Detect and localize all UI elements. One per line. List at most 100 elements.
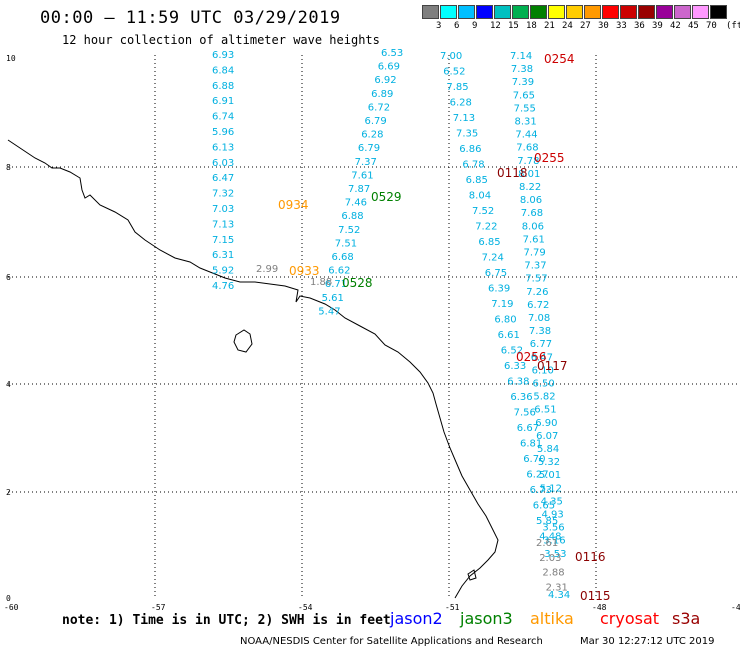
- x-tick-label: -45: [731, 603, 740, 612]
- x-tick-label: -48: [592, 603, 607, 612]
- satellite-name: jason3: [460, 609, 513, 628]
- legend-swatch: [620, 5, 637, 19]
- y-tick-label: 10: [6, 54, 16, 63]
- wave-height-value: 6.81: [520, 439, 542, 450]
- wave-height-value: 6.79: [365, 116, 387, 127]
- wave-height-value: 7.79: [524, 248, 546, 259]
- island-small: [467, 569, 477, 581]
- wave-height-value: 6.90: [535, 418, 557, 429]
- footer-timestamp: Mar 30 12:27:12 UTC 2019: [580, 636, 715, 647]
- wave-height-value: 8.06: [522, 221, 544, 232]
- pass-time-label: 0529: [371, 190, 402, 204]
- wave-height-value: 5.82: [533, 392, 555, 403]
- wave-height-value: 5.12: [540, 483, 562, 494]
- wave-height-value: 8.31: [515, 117, 537, 128]
- wave-height-value: 5.61: [322, 293, 344, 304]
- legend-swatch: [584, 5, 601, 19]
- wave-height-value: 7.38: [529, 326, 551, 337]
- legend-swatch: [548, 5, 565, 19]
- pass-time-label: 0118: [497, 166, 528, 180]
- legend-label: 27: [580, 21, 591, 31]
- wave-height-value: 7.37: [524, 261, 546, 272]
- wave-height-value: 7.26: [526, 287, 548, 298]
- wave-height-value: 6.53: [381, 48, 403, 59]
- wave-height-value: 7.78: [517, 156, 539, 167]
- page-title: 00:00 – 11:59 UTC 03/29/2019: [40, 8, 341, 28]
- wave-height-value: 6.28: [361, 130, 383, 141]
- legend-label: 42: [670, 21, 681, 31]
- wave-height-value: 7.15: [212, 235, 234, 246]
- page-subtitle: 12 hour collection of altimeter wave hei…: [62, 33, 380, 47]
- wave-height-value: 2.03: [539, 553, 561, 564]
- wave-height-value: 7.65: [513, 90, 535, 101]
- legend-label: 70: [706, 21, 717, 31]
- legend-swatch: [422, 5, 439, 19]
- wave-height-value: 7.19: [491, 299, 513, 310]
- pass-time-label: 0254: [544, 52, 575, 66]
- wave-height-value: 7.08: [528, 313, 550, 324]
- wave-height-value: 6.47: [212, 173, 234, 184]
- wave-height-value: 6.31: [212, 250, 234, 261]
- pass-time-label: 0528: [342, 276, 373, 290]
- altimeter-tracks: 6.93 6.84 6.88 6.91 6.74 5.96 6.13 6.03 6.47 7.32…: [212, 48, 570, 601]
- wave-height-value: 3.16: [543, 536, 565, 547]
- wave-height-value: 6.74: [212, 112, 234, 123]
- legend-swatch: [440, 5, 457, 19]
- wave-height-value: 6.91: [212, 96, 234, 107]
- wave-height-value: 7.24: [482, 253, 504, 264]
- wave-height-value: 5.32: [538, 457, 560, 468]
- wave-height-value: 6.62: [328, 266, 350, 277]
- wave-height-value: 6.71: [325, 279, 347, 290]
- legend-label: 15: [508, 21, 519, 31]
- satellite-name: s3a: [672, 609, 701, 628]
- wave-height-value: 6.72: [368, 102, 390, 113]
- wave-height-value: 6.38: [507, 377, 529, 388]
- legend-label: 33: [616, 21, 627, 31]
- wave-height-value: 6.80: [494, 315, 516, 326]
- wave-height-value: 2.61: [536, 538, 558, 549]
- lat-lon-grid: [8, 55, 740, 598]
- wave-height-value: 7.87: [348, 184, 370, 195]
- wave-height-value: 6.85: [478, 237, 500, 248]
- wave-height-value: 7.52: [472, 206, 494, 217]
- wave-height-value: 2.88: [542, 568, 564, 579]
- pass-time-label: 0934: [278, 198, 309, 212]
- y-tick-label: 8: [6, 163, 11, 172]
- wave-height-value: 6.85: [466, 175, 488, 186]
- legend-swatch: [710, 5, 727, 19]
- wave-height-value: 6.72: [527, 300, 549, 311]
- wave-height-value: 6.61: [498, 330, 520, 341]
- wave-height-value: 8.04: [469, 191, 491, 202]
- wave-height-value: 6.51: [534, 405, 556, 416]
- wave-height-value: 6.70: [523, 454, 545, 465]
- legend-label: 6: [454, 21, 460, 31]
- wave-height-value: 4.35: [541, 496, 563, 507]
- wave-height-value: 8.22: [519, 182, 541, 193]
- satellite-name: cryosat: [600, 609, 660, 628]
- color-scale-legend: [422, 5, 728, 19]
- wave-height-value: 4.93: [542, 510, 564, 521]
- wave-height-value: 8.01: [518, 169, 540, 180]
- wave-height-value: 6.50: [533, 379, 555, 390]
- wave-height-value: 6.36: [510, 392, 532, 403]
- wave-height-value: 7.68: [516, 143, 538, 154]
- x-tick-label: -51: [445, 603, 460, 612]
- wave-height-value: 6.69: [378, 62, 400, 73]
- wave-height-value: 6.67: [517, 423, 539, 434]
- wave-height-value: 7.85: [446, 82, 468, 93]
- legend-swatch: [494, 5, 511, 19]
- wave-height-value: 6.92: [374, 75, 396, 86]
- wave-height-value: 8.06: [520, 195, 542, 206]
- wave-height-value: 7.51: [335, 238, 357, 249]
- legend-swatch: [476, 5, 493, 19]
- wave-height-value: 6.86: [459, 144, 481, 155]
- wave-height-value: 7.57: [525, 274, 547, 285]
- y-tick-label: 2: [6, 488, 11, 497]
- wave-height-value: 7.00: [440, 51, 462, 62]
- wave-height-value: 6.28: [450, 98, 472, 109]
- wave-height-value: 7.32: [212, 189, 234, 200]
- pass-time-label: 0116: [575, 550, 606, 564]
- wave-height-value: 7.13: [212, 219, 234, 230]
- legend-unit: (ft): [726, 21, 740, 31]
